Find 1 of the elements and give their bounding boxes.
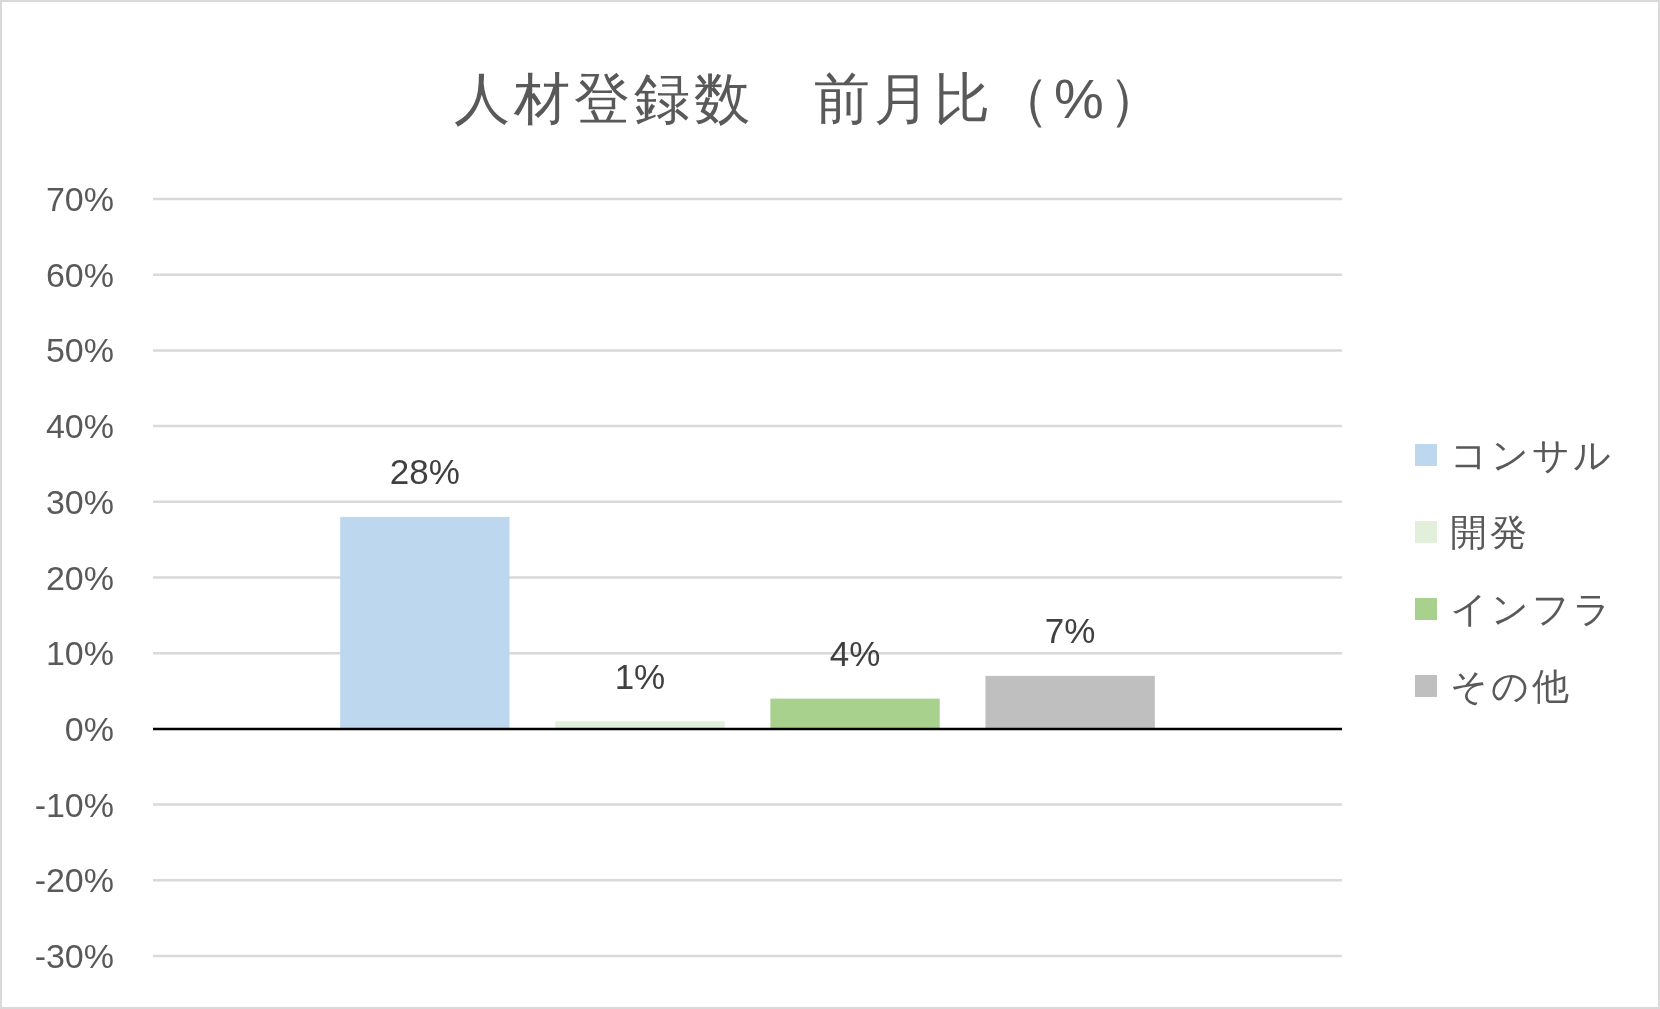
title: 人材登録数 前月比（%） bbox=[454, 67, 1168, 130]
